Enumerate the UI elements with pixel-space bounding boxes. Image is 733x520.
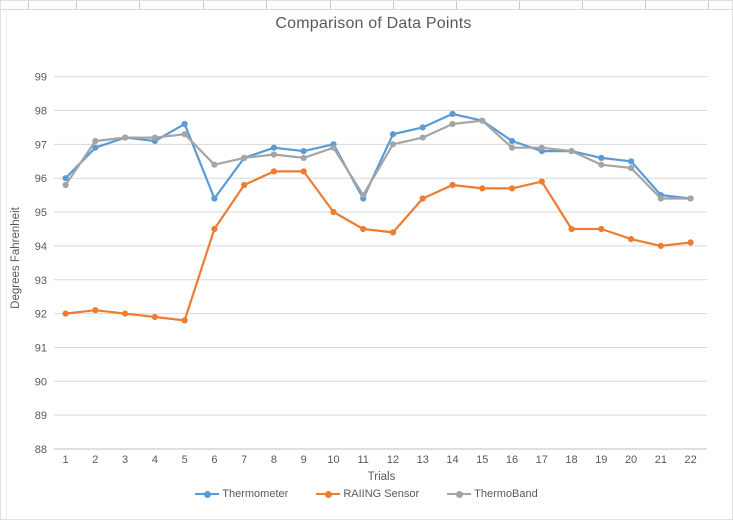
legend-label: Thermometer — [222, 488, 289, 500]
svg-text:93: 93 — [35, 275, 47, 287]
svg-text:13: 13 — [417, 454, 429, 466]
svg-text:21: 21 — [655, 454, 667, 466]
chart-title[interactable]: Comparison of Data Points — [275, 15, 472, 32]
svg-text:17: 17 — [536, 454, 548, 466]
x-axis-tick-labels: 1 2 3 4 5 6 7 8 9 10 11 12 13 14 15 16 17 18 19 20 21 22 — [63, 454, 697, 466]
svg-text:2: 2 — [92, 454, 98, 466]
svg-text:98: 98 — [35, 106, 47, 118]
svg-text:99: 99 — [35, 72, 47, 84]
svg-text:19: 19 — [595, 454, 607, 466]
svg-text:3: 3 — [122, 454, 128, 466]
chart-left-edge-line — [6, 9, 7, 519]
svg-text:1: 1 — [63, 454, 69, 466]
svg-text:9: 9 — [301, 454, 307, 466]
column-edge-tick — [330, 1, 331, 9]
svg-text:6: 6 — [211, 454, 217, 466]
y-axis-tick-labels: 88 89 90 91 92 93 94 95 96 97 98 99 — [35, 72, 47, 456]
legend-label: ThermoBand — [474, 488, 538, 500]
svg-text:12: 12 — [387, 454, 399, 466]
column-edge-tick — [393, 1, 394, 9]
svg-text:4: 4 — [152, 454, 158, 466]
svg-text:18: 18 — [565, 454, 577, 466]
column-edge-tick — [76, 1, 77, 9]
svg-text:16: 16 — [506, 454, 518, 466]
legend-label: RAIING Sensor — [343, 488, 420, 500]
svg-text:22: 22 — [684, 454, 696, 466]
column-edge-tick — [708, 1, 709, 9]
svg-text:5: 5 — [182, 454, 188, 466]
x-axis-title[interactable]: Trials — [367, 471, 396, 483]
legend-item-thermoband[interactable]: ThermoBand — [447, 488, 538, 500]
svg-text:96: 96 — [35, 173, 47, 185]
spreadsheet-column-edge-strip — [1, 1, 732, 10]
series-raiing-sensor[interactable] — [62, 168, 694, 324]
thermoband-line-marker-icon — [447, 490, 472, 499]
svg-text:15: 15 — [476, 454, 488, 466]
svg-text:11: 11 — [358, 454, 369, 466]
series-thermometer[interactable] — [62, 110, 694, 202]
svg-text:97: 97 — [35, 139, 47, 151]
legend-item-raiing-sensor[interactable]: RAIING Sensor — [316, 488, 419, 500]
y-axis-title[interactable]: Degrees Fahrenheit — [10, 207, 22, 309]
column-edge-tick — [28, 1, 29, 9]
column-edge-tick — [519, 1, 520, 9]
svg-text:20: 20 — [625, 454, 637, 466]
svg-text:14: 14 — [446, 454, 458, 466]
column-edge-tick — [266, 1, 267, 9]
thermometer-line-marker-icon — [195, 490, 220, 499]
series-thermoband[interactable] — [62, 117, 694, 202]
svg-text:89: 89 — [35, 410, 47, 422]
legend: Thermometer RAIING Sensor ThermoBand — [1, 488, 732, 500]
legend-item-thermometer[interactable]: Thermometer — [195, 488, 288, 500]
svg-text:90: 90 — [35, 376, 47, 388]
column-edge-tick — [582, 1, 583, 9]
column-edge-tick — [456, 1, 457, 9]
svg-text:10: 10 — [327, 454, 339, 466]
svg-text:92: 92 — [35, 309, 47, 321]
gridlines — [54, 76, 707, 450]
svg-text:94: 94 — [35, 241, 47, 253]
svg-text:88: 88 — [35, 444, 47, 456]
raiing-sensor-line-marker-icon — [316, 490, 341, 499]
svg-text:91: 91 — [35, 342, 47, 354]
svg-text:7: 7 — [241, 454, 247, 466]
svg-text:95: 95 — [35, 207, 47, 219]
column-edge-tick — [645, 1, 646, 9]
column-edge-tick — [139, 1, 140, 9]
column-edge-tick — [203, 1, 204, 9]
svg-text:8: 8 — [271, 454, 277, 466]
